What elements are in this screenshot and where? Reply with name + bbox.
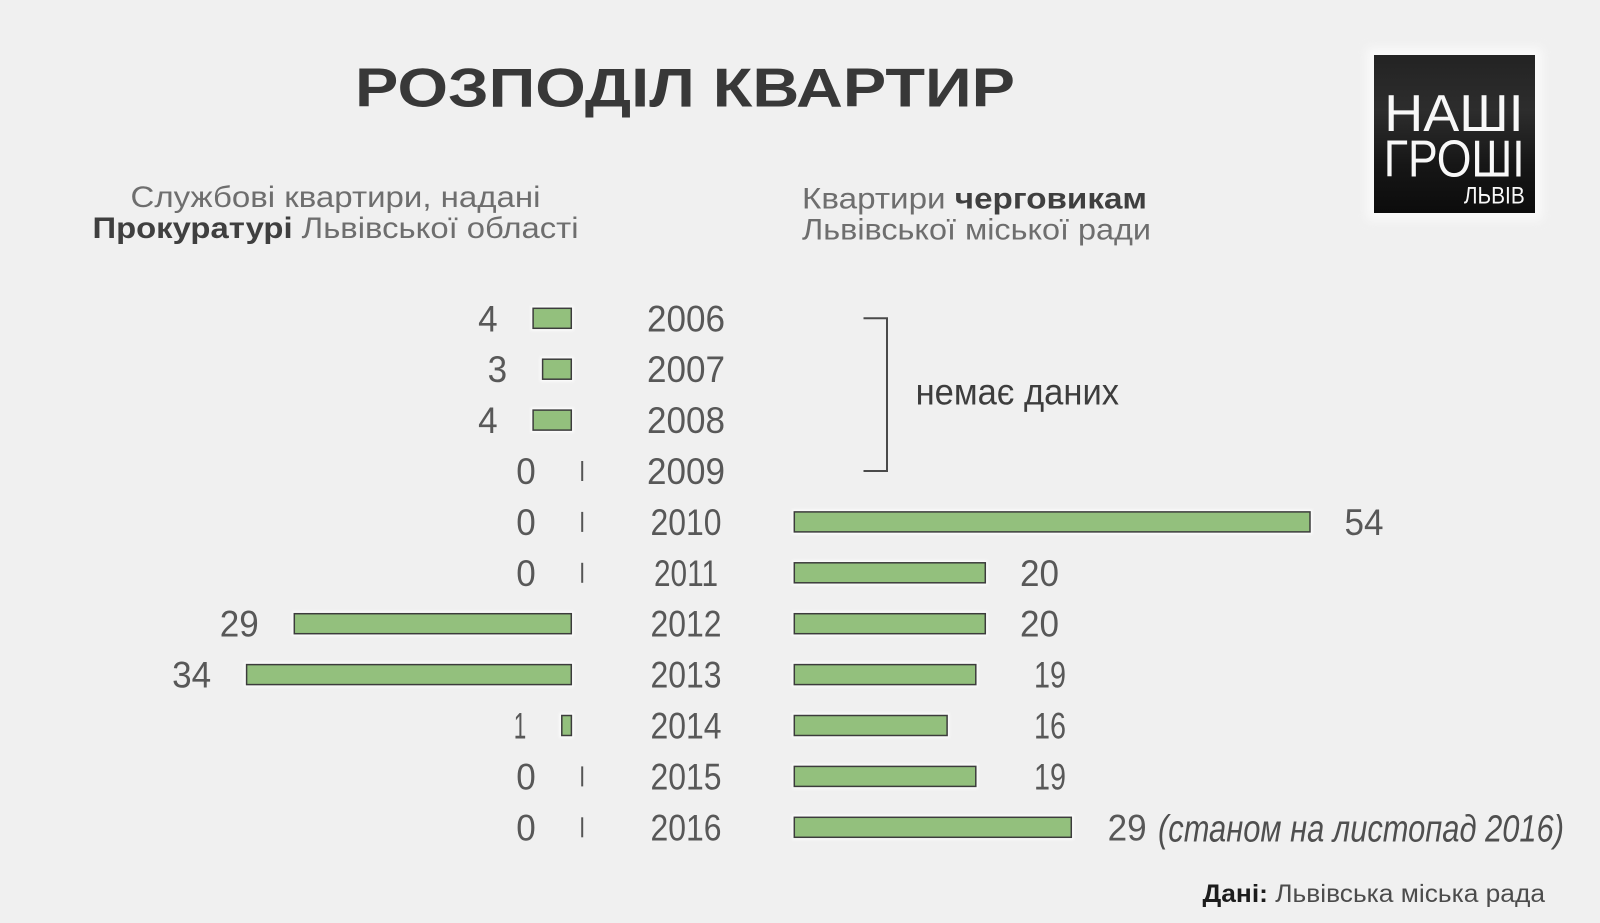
svg-text:2013: 2013 bbox=[651, 655, 722, 696]
svg-text:20: 20 bbox=[1020, 553, 1059, 594]
svg-text:(станом на листопад 2016): (станом на листопад 2016) bbox=[1158, 808, 1564, 850]
svg-text:0: 0 bbox=[516, 756, 536, 797]
svg-text:16: 16 bbox=[1034, 706, 1066, 747]
svg-text:2016: 2016 bbox=[651, 807, 722, 848]
svg-text:2012: 2012 bbox=[651, 604, 722, 645]
svg-text:34: 34 bbox=[172, 655, 211, 696]
svg-text:2009: 2009 bbox=[647, 451, 725, 492]
svg-text:4: 4 bbox=[478, 298, 498, 339]
svg-text:4: 4 bbox=[478, 400, 498, 441]
svg-text:Львівської міської ради: Львівської міської ради bbox=[802, 214, 1151, 247]
svg-text:НАШІ: НАШІ bbox=[1384, 85, 1523, 143]
svg-text:20: 20 bbox=[1020, 604, 1059, 645]
svg-text:Дані: Львівська міська рада: Дані: Львівська міська рада bbox=[1203, 880, 1546, 908]
svg-text:Квартири черговикам: Квартири черговикам bbox=[802, 183, 1147, 216]
svg-text:2011: 2011 bbox=[654, 553, 718, 594]
svg-text:ГРОШІ: ГРОШІ bbox=[1384, 131, 1525, 189]
svg-text:19: 19 bbox=[1034, 655, 1066, 696]
svg-text:0: 0 bbox=[516, 502, 536, 543]
svg-text:3: 3 bbox=[488, 349, 508, 390]
svg-text:Прокуратурі Львівської області: Прокуратурі Львівської області bbox=[93, 212, 579, 245]
svg-text:2014: 2014 bbox=[651, 706, 722, 747]
svg-text:ЛЬВІВ: ЛЬВІВ bbox=[1464, 183, 1525, 210]
svg-text:0: 0 bbox=[516, 807, 536, 848]
svg-text:2015: 2015 bbox=[651, 756, 722, 797]
svg-text:2008: 2008 bbox=[647, 400, 725, 441]
svg-text:54: 54 bbox=[1345, 502, 1384, 543]
svg-text:2007: 2007 bbox=[647, 349, 725, 390]
svg-text:2010: 2010 bbox=[651, 502, 722, 543]
svg-text:19: 19 bbox=[1034, 756, 1066, 797]
svg-text:0: 0 bbox=[516, 553, 536, 594]
svg-text:Службові квартири, надані: Службові квартири, надані bbox=[131, 181, 541, 214]
svg-text:немає даних: немає даних bbox=[916, 372, 1120, 413]
svg-text:1: 1 bbox=[514, 706, 527, 747]
svg-text:0: 0 bbox=[516, 451, 536, 492]
svg-text:2006: 2006 bbox=[647, 298, 725, 339]
svg-text:29: 29 bbox=[220, 604, 259, 645]
svg-text:РОЗПОДІЛ КВАРТИР: РОЗПОДІЛ КВАРТИР bbox=[355, 57, 1015, 119]
svg-text:29: 29 bbox=[1108, 807, 1147, 848]
